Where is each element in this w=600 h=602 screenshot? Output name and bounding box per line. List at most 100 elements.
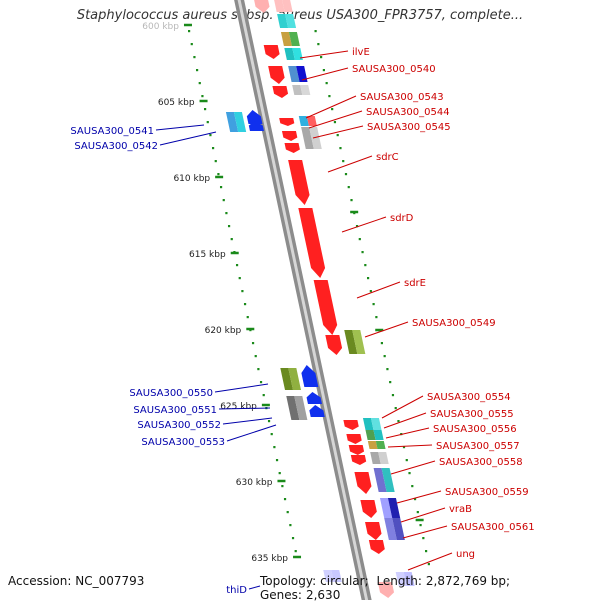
scale-tick-label: 620 kbp [205,326,242,336]
label-leader-line [407,552,453,571]
scale-dot [198,82,201,85]
forward-gene-label: SAUSA300_0557 [436,441,520,452]
domain-block [298,116,317,126]
domain-segment [309,127,322,149]
domain-segment [403,572,415,586]
domain-segment [387,498,401,518]
outer-scale-dot [411,485,414,488]
label-leader-line [381,395,424,419]
domain-block [365,430,384,440]
forward-gene-arrow [346,434,362,444]
label-leader-line [402,525,448,539]
forward-gene-label: SAUSA300_0554 [427,392,511,403]
forward-gene-arrow [254,0,270,13]
scale-track: 600 kbp 605 kbp 610 kbp 615 kbp 620 kbp 625 k… [142,22,430,566]
forward-gene-arrow [298,208,326,278]
forward-gene-arrow [343,420,359,430]
sequence-info: Topology: circular; Length: 2,872,769 bp; … [260,574,600,602]
outer-scale-dot [358,238,361,241]
forward-gene-arrow [313,280,338,335]
forward-gene-label: sdrC [376,152,399,163]
domain-block [301,127,322,149]
label-leader-line [356,281,401,299]
forward-gene-label: vraB [449,504,472,515]
domain-block [379,498,401,518]
scale-dot [262,394,265,397]
scale-tick-label: 635 kbp [251,554,288,564]
scale-dot [259,381,263,384]
domain-block [323,570,342,582]
domain-block [280,32,300,46]
forward-gene-arrow [288,160,310,205]
topology-label: Topology: [260,574,317,588]
label-leader-line [383,412,427,429]
outer-scale-dot [317,43,320,46]
domain-segment [384,518,397,540]
forward-gene-label: SAUSA300_0558 [439,457,523,468]
scale-dot [206,121,209,124]
domain-segment [373,430,384,440]
label-leader-line [308,110,363,129]
outer-scale-dot [394,407,397,410]
label-leader-line [327,155,373,173]
outer-scale-dot [422,537,425,540]
domain-segment [370,418,382,430]
domain-block [286,396,308,420]
scale-dot [225,212,228,215]
domain-segment [378,452,389,464]
forward-gene-label: SAUSA300_0559 [445,487,529,498]
domain-segment [381,468,395,492]
outer-scale-dot [314,30,317,33]
scale-dot [209,134,212,137]
forward-gene-arrow [360,500,377,518]
scale-dot [275,459,279,462]
reverse-gene-arrow [301,365,319,387]
outer-scale-dot [389,381,392,384]
domain-segment [362,418,374,430]
forward-gene-arrow [279,118,295,126]
domain-segment [373,468,387,492]
scale-dot [217,173,220,176]
domain-block [292,85,311,95]
domain-segment [292,85,303,95]
label-leader-line [159,131,217,146]
forward-gene-arrow [368,540,385,554]
outer-scale-dot [408,472,411,475]
reverse-gene-label: SAUSA300_0553 [141,437,225,448]
length-value: 2,872,769 bp; [425,574,511,588]
scale-dot [203,108,207,111]
reverse-gene-arrow [306,392,322,404]
label-leader-line [396,490,442,504]
forward-gene-arrow [272,86,289,98]
scale-dot [201,95,204,98]
scale-dot [193,56,196,59]
domain-block [274,0,293,12]
domain-segment [370,452,381,464]
forward-gene-arrow [325,335,343,355]
forward-gene-label: ung [456,549,475,560]
outer-scale-dot [333,121,337,124]
label-leader-line [341,216,387,233]
domain-segment [352,330,366,354]
outer-scale-dot [402,446,406,449]
outer-scale-dot [325,82,328,85]
label-leader-line [226,424,277,442]
scale-dot [254,355,257,358]
reverse-gene-arrow [246,110,263,124]
label-leader-line [248,585,261,590]
label-leader-line [390,460,436,475]
outer-scale-dot [413,498,417,501]
forward-gene-label: SAUSA300_0545 [367,122,451,133]
domain-block [225,112,247,132]
label-leader-line [305,95,357,119]
domain-block [373,468,395,492]
chromosome-backbone [234,0,372,600]
outer-scale-dot [336,134,339,137]
topology-value: circular; [320,574,369,588]
scale-dot [211,147,215,150]
forward-gene-label: sdrE [404,278,426,289]
feature-track [225,0,415,598]
forward-gene-label: SAUSA300_0555 [430,409,514,420]
domain-segment [300,85,311,95]
